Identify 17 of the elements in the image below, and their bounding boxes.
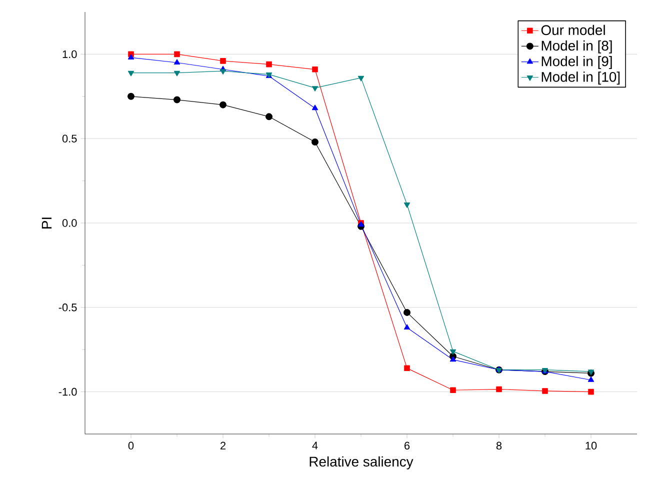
y-tick-label: -1.0 [58,388,77,396]
legend-label: Model in [10] [542,72,620,85]
y-tick-label: 1.0 [62,50,77,58]
x-axis-title: Relative saliency [310,456,414,470]
legend-label: Our model [541,24,605,36]
x-tick-label: 4 [312,442,318,450]
x-tick-label: 2 [220,442,226,450]
y-axis-title: PI [42,218,52,228]
y-tick-label: 0.5 [62,134,77,142]
x-tick-label: 10 [586,442,597,450]
x-tick-label: 6 [404,442,410,450]
legend-label: Model in [8] [542,40,612,54]
y-tick-label: -0.5 [58,304,77,312]
legend-label: Model in [9] [542,56,612,69]
x-tick-label: 0 [128,442,134,450]
y-tick-label: 0.0 [62,219,77,227]
x-tick-label: 8 [496,442,502,450]
